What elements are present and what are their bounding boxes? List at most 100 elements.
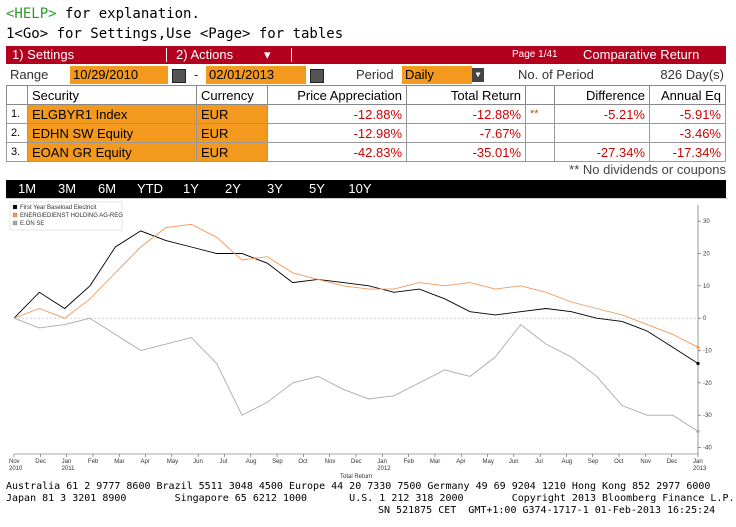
x-tick-label: Jun bbox=[193, 459, 203, 465]
menu-bar: 1) Settings 2) Actions ▾ Page 1/41 Compa… bbox=[6, 46, 726, 64]
x-year-label: 2012 bbox=[377, 466, 391, 472]
chevron-down-icon[interactable]: ▼ bbox=[472, 68, 484, 82]
y-tick-label: -30 bbox=[703, 413, 712, 419]
annual-cell: -3.46% bbox=[649, 123, 726, 143]
legend-label: First Year Baseload Electricit bbox=[20, 205, 97, 211]
page-indicator: Page 1/41 bbox=[512, 49, 558, 60]
x-tick-label: Oct bbox=[298, 459, 308, 465]
x-tick-label: May bbox=[167, 459, 178, 465]
difference-cell: -5.21% bbox=[554, 104, 650, 124]
annual-cell: -17.34% bbox=[649, 142, 726, 162]
table-row[interactable]: 3. EOAN GR Equity EUR -42.83% -35.01% -2… bbox=[6, 142, 726, 162]
x-tick-label: Apr bbox=[141, 459, 150, 465]
tab-3m[interactable]: 3M bbox=[57, 181, 77, 196]
x-tick-label: Dec bbox=[35, 459, 46, 465]
start-date-field[interactable]: 10/29/2010 bbox=[70, 66, 168, 84]
currency-cell[interactable]: EUR bbox=[196, 142, 268, 162]
x-tick-label: Jan bbox=[62, 459, 72, 465]
total-cell: -7.67% bbox=[406, 123, 526, 143]
difference-cell: -27.34% bbox=[554, 142, 650, 162]
x-tick-label: Apr bbox=[456, 459, 465, 465]
footer-line-2: Japan 81 3 3201 8900 Singapore 65 6212 1… bbox=[6, 493, 735, 504]
comparative-return-chart[interactable]: 30 20 10 0 -10 -20 -30 -40 Nov Dec Jan Feb Mar Apr May… bbox=[6, 198, 728, 481]
range-bar: Range 10/29/2010 - 02/01/2013 Period Dai… bbox=[6, 66, 726, 84]
x-tick-label: Dec bbox=[667, 459, 678, 465]
tab-3y[interactable]: 3Y bbox=[267, 181, 283, 196]
period-select[interactable]: Daily bbox=[402, 66, 472, 84]
x-tick-label: Sep bbox=[588, 459, 599, 465]
x-tick-label: Oct bbox=[614, 459, 624, 465]
help-text: for explanation. bbox=[56, 6, 200, 22]
column-header-security[interactable]: Security bbox=[27, 85, 197, 105]
legend-swatch bbox=[12, 212, 18, 218]
security-cell[interactable]: EDHN SW Equity bbox=[27, 123, 197, 143]
securities-table: Security Currency Price Appreciation Tot… bbox=[6, 85, 726, 162]
row-number: 3. bbox=[6, 142, 28, 162]
flag-cell: ** bbox=[525, 104, 555, 124]
y-tick-label: 0 bbox=[703, 316, 707, 322]
column-header-total[interactable]: Total Return bbox=[406, 85, 526, 105]
currency-cell[interactable]: EUR bbox=[196, 123, 268, 143]
num-periods-label: No. of Period bbox=[518, 67, 594, 82]
table-row[interactable]: 1. ELGBYR1 Index EUR -12.88% -12.88% ** … bbox=[6, 104, 726, 124]
column-header-number bbox=[6, 85, 28, 105]
tab-2y[interactable]: 2Y bbox=[225, 181, 241, 196]
calendar-icon[interactable] bbox=[172, 69, 186, 83]
tab-1y[interactable]: 1Y bbox=[183, 181, 199, 196]
x-tick-label: May bbox=[483, 459, 494, 465]
x-tick-label: Sep bbox=[272, 459, 283, 465]
security-cell[interactable]: ELGBYR1 Index bbox=[27, 104, 197, 124]
footer-line-1: Australia 61 2 9777 8600 Brazil 5511 304… bbox=[6, 481, 711, 492]
x-tick-label: Feb bbox=[88, 459, 99, 465]
security-cell[interactable]: EOAN GR Equity bbox=[27, 142, 197, 162]
series-line bbox=[13, 223, 699, 348]
tab-ytd[interactable]: YTD bbox=[137, 181, 163, 196]
currency-cell[interactable]: EUR bbox=[196, 104, 268, 124]
help-key[interactable]: <HELP> bbox=[6, 6, 57, 22]
legend-swatch bbox=[12, 204, 18, 210]
actions-dropdown-icon[interactable]: ▾ bbox=[264, 46, 276, 64]
end-date-field[interactable]: 02/01/2013 bbox=[206, 66, 306, 84]
x-tick-label: Dec bbox=[351, 459, 362, 465]
column-header-annual[interactable]: Annual Eq bbox=[649, 85, 726, 105]
y-tick-label: -40 bbox=[703, 446, 712, 452]
column-header-currency[interactable]: Currency bbox=[196, 85, 268, 105]
period-label: Period bbox=[356, 67, 394, 82]
x-tick-label: Jan bbox=[377, 459, 387, 465]
x-year-label: 2010 bbox=[9, 466, 23, 472]
row-number: 1. bbox=[6, 104, 28, 124]
menu-divider bbox=[291, 48, 292, 62]
calendar-icon[interactable] bbox=[310, 69, 324, 83]
x-tick-label: Mar bbox=[430, 459, 440, 465]
tab-1m[interactable]: 1M bbox=[17, 181, 37, 196]
actions-menu-button[interactable]: 2) Actions bbox=[176, 46, 266, 64]
x-tick-label: Nov bbox=[640, 459, 651, 465]
help-line: <HELP> for explanation. bbox=[6, 6, 200, 22]
tab-6m[interactable]: 6M bbox=[97, 181, 117, 196]
x-year-label: 2011 bbox=[62, 466, 76, 472]
flag-cell bbox=[525, 142, 555, 162]
tab-5y[interactable]: 5Y bbox=[309, 181, 325, 196]
x-tick-label: Jun bbox=[509, 459, 519, 465]
series-end-marker bbox=[696, 429, 700, 433]
settings-menu-button[interactable]: 1) Settings bbox=[12, 46, 162, 64]
series-line bbox=[13, 230, 699, 364]
tab-10y[interactable]: 10Y bbox=[348, 181, 372, 196]
column-header-price[interactable]: Price Appreciation bbox=[267, 85, 407, 105]
column-header-difference[interactable]: Difference bbox=[554, 85, 650, 105]
x-tick-label: Jan bbox=[693, 459, 703, 465]
range-label: Range bbox=[10, 67, 49, 82]
total-cell: -12.88% bbox=[406, 104, 526, 124]
column-header-flag bbox=[525, 85, 555, 105]
chart-legend bbox=[9, 201, 123, 231]
x-tick-label: Feb bbox=[404, 459, 415, 465]
flag-cell bbox=[525, 123, 555, 143]
num-periods-value: 826 Day(s) bbox=[660, 67, 724, 82]
table-header-row: Security Currency Price Appreciation Tot… bbox=[6, 85, 726, 105]
y-tick-label: 20 bbox=[703, 252, 710, 258]
dividends-note: ** No dividends or coupons bbox=[569, 162, 726, 177]
table-row[interactable]: 2. EDHN SW Equity EUR -12.98% -7.67% -3.… bbox=[6, 123, 726, 143]
range-dash: - bbox=[194, 67, 199, 82]
function-title: Comparative Return bbox=[583, 46, 700, 64]
